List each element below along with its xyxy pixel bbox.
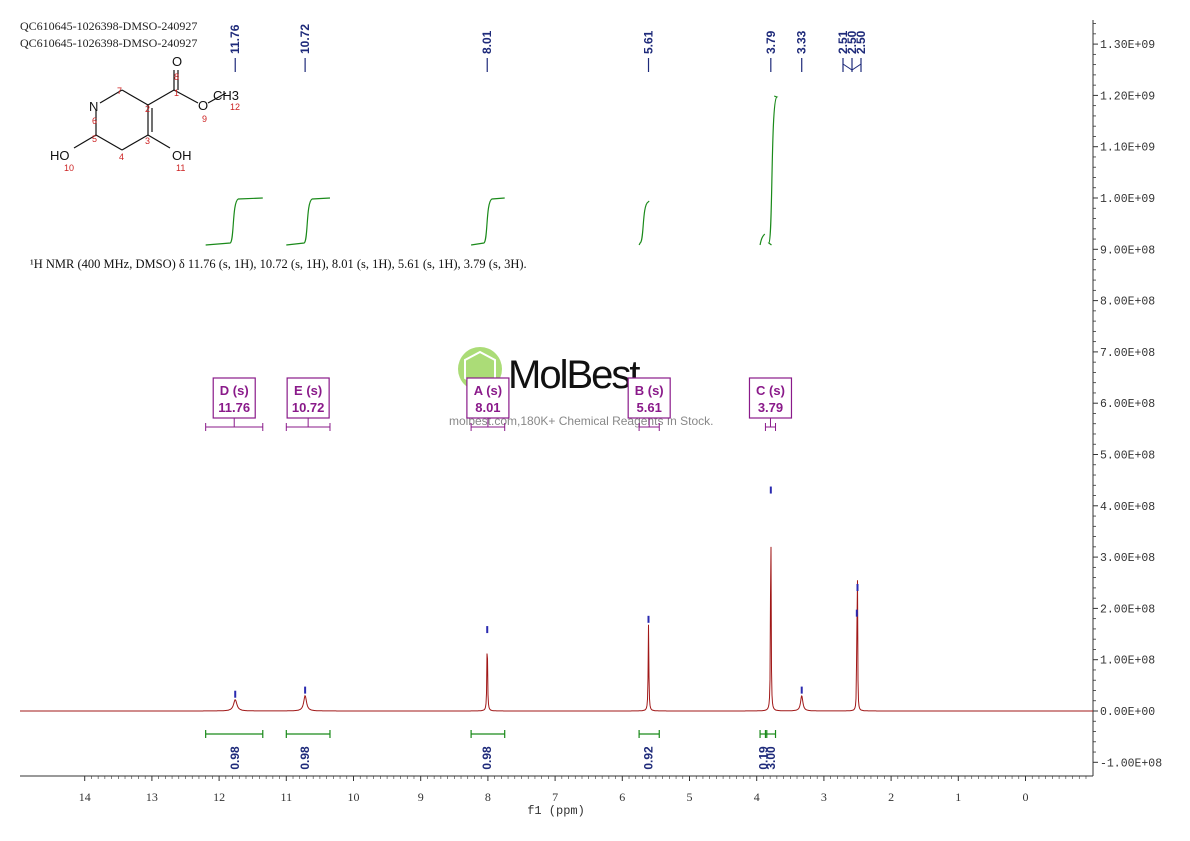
x-tick-label: 14 bbox=[79, 790, 91, 804]
x-tick-label: 8 bbox=[485, 790, 491, 804]
molecule-atom-number: 6 bbox=[92, 116, 97, 126]
y-tick-label: 7.00E+08 bbox=[1100, 347, 1155, 360]
molecule-atom-number: 1 bbox=[174, 88, 179, 98]
integral-value: 0.92 bbox=[642, 746, 656, 770]
x-tick-label: 10 bbox=[348, 790, 360, 804]
x-tick-label: 1 bbox=[955, 790, 961, 804]
molecule-atom: O bbox=[198, 98, 208, 113]
integration-bars: 0.98 0.98 0.98 0.92 0.193.00 bbox=[205, 486, 859, 770]
molecule-atom: OH bbox=[172, 148, 192, 163]
molecule-atom-number: 4 bbox=[119, 152, 124, 162]
y-tick-label: 0.00E+00 bbox=[1100, 706, 1155, 719]
y-tick-label: 2.00E+08 bbox=[1100, 603, 1155, 616]
y-tick-label: 8.00E+08 bbox=[1100, 296, 1155, 309]
multiplet-label: C (s) bbox=[756, 383, 785, 398]
y-tick-label: 6.00E+08 bbox=[1100, 398, 1155, 411]
molecule-atom: O bbox=[172, 54, 182, 69]
molecule-atom-number: 7 bbox=[117, 86, 122, 96]
y-tick-label: 5.00E+08 bbox=[1100, 450, 1155, 463]
molecule-atom-number: 9 bbox=[202, 114, 207, 124]
peak-label-bracket bbox=[842, 58, 862, 72]
integral-curve bbox=[471, 197, 505, 246]
multiplet-box bbox=[212, 377, 256, 419]
multiplet-box bbox=[627, 377, 671, 419]
molecule-atom: N bbox=[89, 99, 98, 114]
peak-label: 3.79 bbox=[764, 30, 778, 54]
sample-id-line-1: QC610645-1026398-DMSO-240927 bbox=[20, 19, 198, 33]
sample-id-line-2: QC610645-1026398-DMSO-240927 bbox=[20, 36, 198, 50]
x-axis-label: f1 (ppm) bbox=[527, 804, 585, 818]
integral-curve bbox=[638, 200, 650, 246]
x-tick-label: 6 bbox=[619, 790, 625, 804]
molecule-atom-number: 12 bbox=[230, 102, 240, 112]
x-tick-label: 3 bbox=[821, 790, 827, 804]
y-tick-label: 1.10E+09 bbox=[1100, 142, 1155, 155]
integral-value: 3.00 bbox=[764, 746, 778, 770]
peak-label: 3.33 bbox=[795, 30, 809, 54]
peak-label: 10.72 bbox=[298, 24, 312, 54]
molecule-atom: CH3 bbox=[213, 88, 239, 103]
y-tick-label: 9.00E+08 bbox=[1100, 244, 1155, 257]
y-axis-ticks: -1.00E+08 0.00E+00 1.00E+08 2.00E+08 3.00E+0… bbox=[1093, 23, 1162, 770]
multiplet-shift: 10.72 bbox=[292, 400, 325, 415]
peak-label: 2.50 bbox=[854, 30, 868, 54]
y-tick-label: 1.00E+08 bbox=[1100, 655, 1155, 668]
molecule-atom: HO bbox=[50, 148, 70, 163]
x-tick-label: 9 bbox=[418, 790, 424, 804]
multiplet-box bbox=[748, 377, 793, 419]
watermark-brand: MolBest bbox=[508, 353, 640, 397]
x-tick-label: 2 bbox=[888, 790, 894, 804]
multiplet-label: D (s) bbox=[220, 383, 249, 398]
integral-curve bbox=[767, 95, 779, 246]
peak-label: 2.50 bbox=[845, 30, 859, 54]
peak-label: 11.76 bbox=[228, 24, 242, 54]
molecule-atom-number: 11 bbox=[176, 163, 185, 173]
y-tick-label: -1.00E+08 bbox=[1100, 757, 1162, 770]
y-tick-label: 4.00E+08 bbox=[1100, 501, 1155, 514]
x-tick-label: 7 bbox=[552, 790, 558, 804]
multiplet-label: A (s) bbox=[474, 383, 502, 398]
y-tick-label: 1.30E+09 bbox=[1100, 39, 1155, 52]
x-tick-label: 11 bbox=[281, 790, 293, 804]
peak-label: 5.61 bbox=[642, 30, 656, 54]
multiplet-label: E (s) bbox=[294, 383, 322, 398]
x-axis-ticks: 14 13 12 11 10 9 8 7 6 5 4 3 2 1 0 bbox=[79, 776, 1087, 804]
molecule-atom-number: 5 bbox=[92, 134, 97, 144]
integral-curves bbox=[205, 95, 779, 246]
integral-value: 0.19 bbox=[756, 746, 770, 770]
molecule-structure bbox=[73, 70, 227, 151]
spectrum-trace bbox=[20, 546, 1093, 712]
integral-value: 0.98 bbox=[298, 746, 312, 770]
integral-value: 0.98 bbox=[480, 746, 494, 770]
molecule-atom-number: 3 bbox=[145, 136, 150, 146]
multiplet-shift: 3.79 bbox=[758, 400, 783, 415]
nmr-description: ¹H NMR (400 MHz, DMSO) δ 11.76 (s, 1H), … bbox=[30, 257, 527, 271]
x-tick-label: 12 bbox=[213, 790, 225, 804]
integral-curve bbox=[759, 233, 766, 246]
integral-curve bbox=[205, 197, 263, 246]
x-tick-label: 5 bbox=[687, 790, 693, 804]
integral-value: 0.98 bbox=[228, 746, 242, 770]
integral-curve bbox=[286, 197, 331, 246]
multiplet-shift: 11.76 bbox=[218, 400, 250, 415]
y-tick-label: 1.20E+09 bbox=[1100, 90, 1155, 103]
molecule-atom-number: 10 bbox=[64, 163, 74, 173]
multiplet-box bbox=[466, 377, 510, 419]
molecule-atom-number: 8 bbox=[174, 72, 179, 82]
multiplet-shift: 5.61 bbox=[637, 400, 662, 415]
axes-frame bbox=[20, 20, 1094, 777]
molecule-atom-number: 2 bbox=[145, 104, 150, 114]
multiplet-boxes: D (s) 11.76 E (s) 10.72 A (s) 8.01 B (s) 5.61 C … bbox=[205, 377, 793, 431]
y-tick-label: 1.00E+09 bbox=[1100, 193, 1155, 206]
multiplet-label: B (s) bbox=[635, 383, 664, 398]
peak-label: 8.01 bbox=[480, 30, 494, 54]
multiplet-shift: 8.01 bbox=[475, 400, 500, 415]
x-tick-label: 0 bbox=[1023, 790, 1029, 804]
y-tick-label: 3.00E+08 bbox=[1100, 552, 1155, 565]
x-tick-label: 13 bbox=[146, 790, 158, 804]
x-tick-label: 4 bbox=[754, 790, 760, 804]
peak-label: 2.51 bbox=[836, 30, 850, 54]
peak-labels: 11.76 10.72 8.01 5.61 3.79 3.33 2.512.502.50 bbox=[228, 24, 868, 72]
